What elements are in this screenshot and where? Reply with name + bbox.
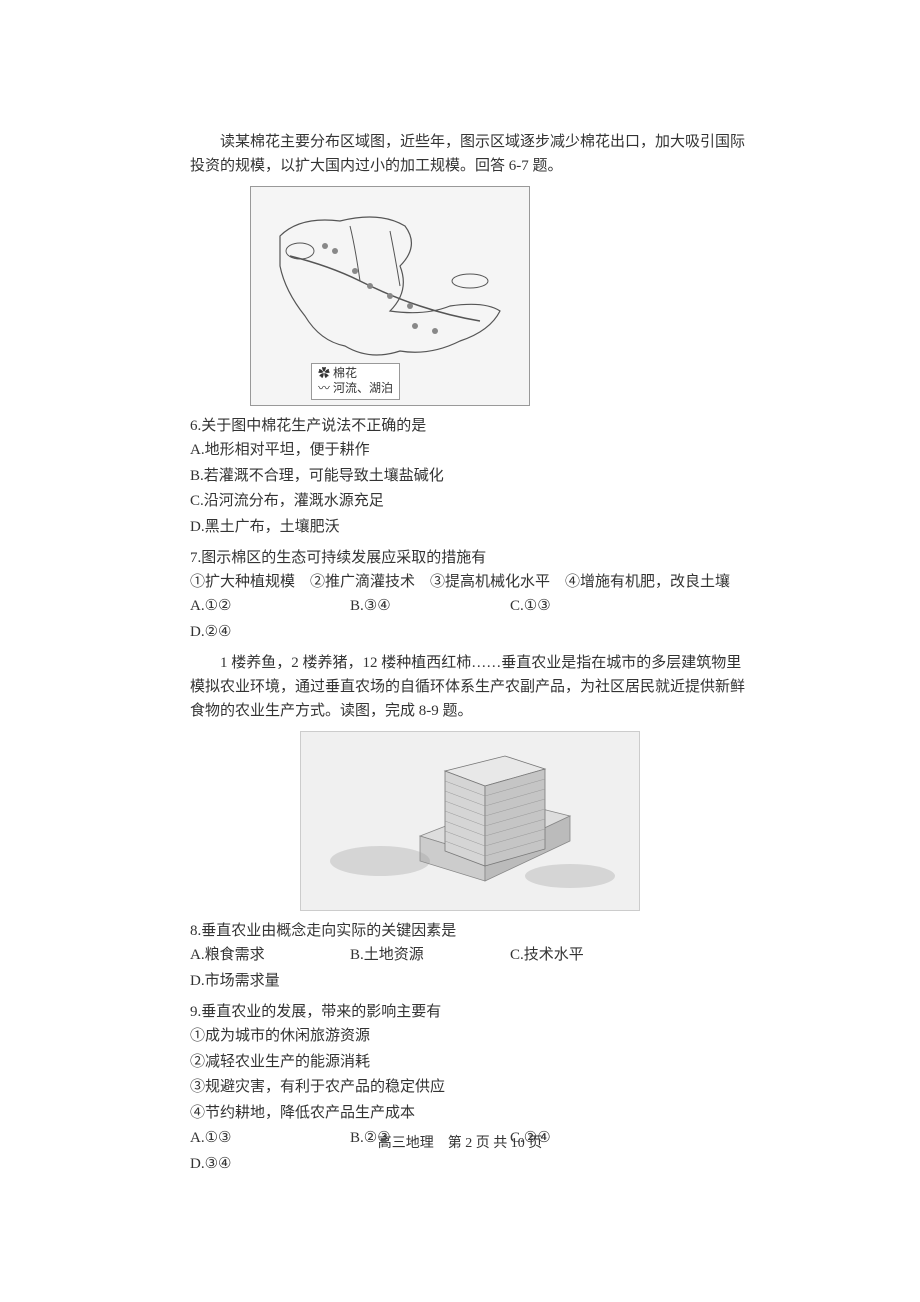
map-legend: ✿ 棉花 〰 河流、湖泊	[311, 363, 400, 400]
q9-stems-row2: ③规避灾害，有利于农产品的稳定供应 ④节约耕地，降低农产品生产成本	[190, 1075, 750, 1126]
q9-stem: 9.垂直农业的发展，带来的影响主要有	[190, 1000, 750, 1024]
q7-stem: 7.图示棉区的生态可持续发展应采取的措施有	[190, 546, 750, 570]
passage2-intro: 1 楼养鱼，2 楼养猪，12 楼种植西红柿……垂直农业是指在城市的多层建筑物里模…	[190, 651, 750, 723]
river-tributary2	[390, 231, 400, 286]
q7-optC: C.①③	[510, 594, 650, 620]
q8-optA: A.粮食需求	[190, 943, 330, 969]
q6-optC: C.沿河流分布，灌溉水源充足	[190, 489, 470, 515]
q9-optD: D.③④	[190, 1152, 330, 1178]
q6-stem: 6.关于图中棉花生产说法不正确的是	[190, 414, 750, 438]
legend-cotton: ✿ 棉花	[318, 366, 393, 382]
lake1	[286, 243, 314, 259]
q7-optB: B.③④	[350, 594, 490, 620]
q6-optA: A.地形相对平坦，便于耕作	[190, 438, 470, 464]
q8-optD: D.市场需求量	[190, 969, 330, 995]
q9-stems-row1: ①成为城市的休闲旅游资源 ②减轻农业生产的能源消耗	[190, 1024, 750, 1075]
page-footer: 高三地理 第 2 页 共 10 页	[0, 1132, 920, 1152]
q7-stems: ①扩大种植规模 ②推广滴灌技术 ③提高机械化水平 ④增施有机肥，改良土壤	[190, 570, 750, 594]
q9-stem1: ①成为城市的休闲旅游资源	[190, 1024, 470, 1050]
building-figure	[300, 731, 640, 911]
vertical-farm-svg	[310, 741, 630, 901]
building-main	[445, 756, 545, 866]
q6-optB: B.若灌溉不合理，可能导致土壤盐碱化	[190, 464, 470, 490]
q8-optC: C.技术水平	[510, 943, 650, 969]
q9-stem3: ③规避灾害，有利于农产品的稳定供应	[190, 1075, 470, 1101]
q7-options: A.①② B.③④ C.①③ D.②④	[190, 594, 750, 645]
q9-stem4: ④节约耕地，降低农产品生产成本	[190, 1101, 470, 1127]
river-main	[290, 256, 480, 321]
passage1-intro: 读某棉花主要分布区域图，近些年，图示区域逐步减少棉花出口，加大吸引国际投资的规模…	[190, 130, 750, 178]
region-boundary	[280, 217, 500, 355]
page-content: 读某棉花主要分布区域图，近些年，图示区域逐步减少棉花出口，加大吸引国际投资的规模…	[190, 130, 750, 1177]
lake2	[452, 274, 488, 288]
legend-river: 〰 河流、湖泊	[318, 381, 393, 397]
q8-optB: B.土地资源	[350, 943, 490, 969]
q6-optD: D.黑土广布，土壤肥沃	[190, 515, 470, 541]
q9-stem2: ②减轻农业生产的能源消耗	[190, 1050, 470, 1076]
q8-stem: 8.垂直农业由概念走向实际的关键因素是	[190, 919, 750, 943]
map-figure: ✿ 棉花 〰 河流、湖泊	[250, 186, 530, 406]
q8-options: A.粮食需求 B.土地资源 C.技术水平 D.市场需求量	[190, 943, 750, 994]
q7-optD: D.②④	[190, 620, 330, 646]
cotton-symbols	[322, 243, 438, 334]
q7-optA: A.①②	[190, 594, 330, 620]
q6-options: A.地形相对平坦，便于耕作 B.若灌溉不合理，可能导致土壤盐碱化 C.沿河流分布…	[190, 438, 750, 540]
